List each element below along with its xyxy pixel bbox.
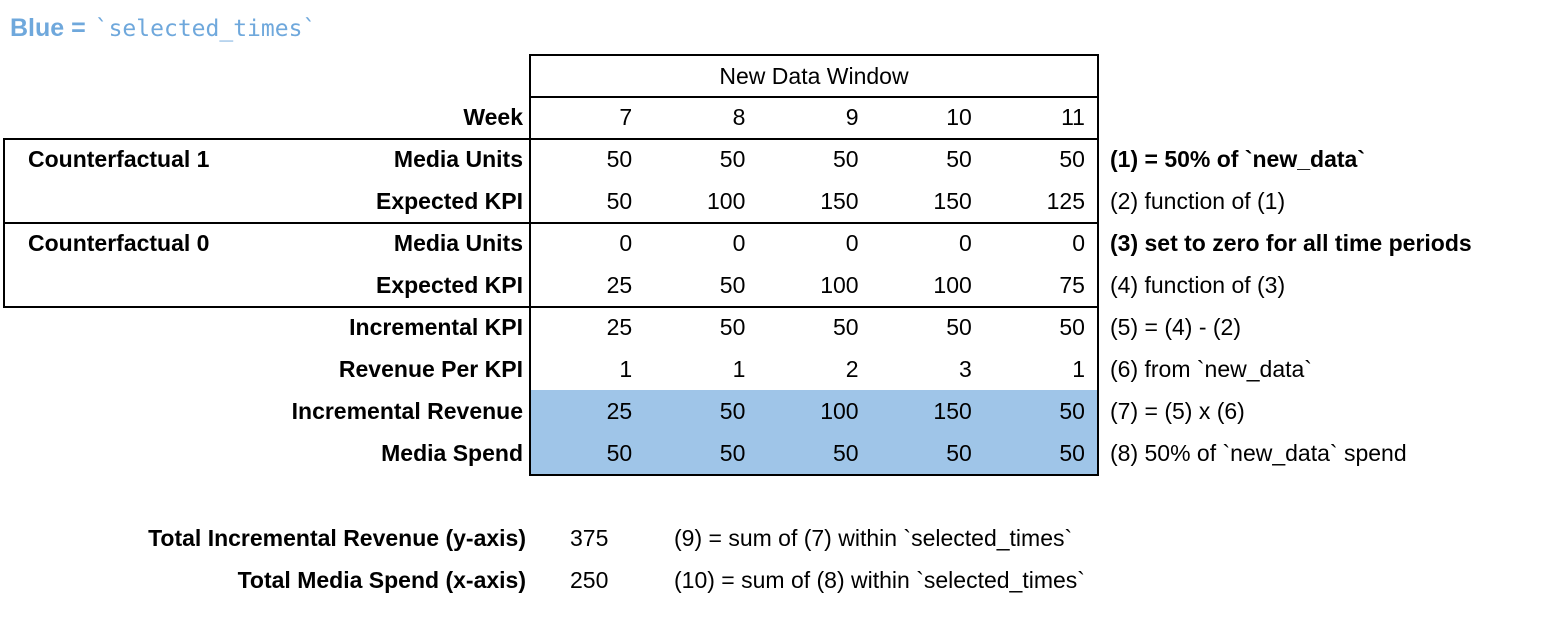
value-cell: 50 <box>1059 440 1085 466</box>
selected-times-highlight <box>531 390 1097 474</box>
table-border-data-right <box>1097 54 1099 476</box>
table-border-header-top <box>529 54 1099 56</box>
value-cell: 50 <box>1059 314 1085 340</box>
value-cell: 0 <box>1072 230 1085 256</box>
value-cell: 150 <box>820 188 859 214</box>
value-cell: 50 <box>946 314 972 340</box>
value-cell: 0 <box>732 230 746 256</box>
value-cell: 150 <box>933 398 972 424</box>
value-cell: 50 <box>719 440 746 466</box>
legend-code-selected-times: `selected_times` <box>94 16 317 42</box>
legend-prefix: Blue = <box>10 14 86 42</box>
value-cell: 50 <box>1059 398 1085 424</box>
value-cell: 150 <box>933 188 972 214</box>
value-cell: 50 <box>833 146 859 172</box>
total-label: Total Media Spend (x-axis) <box>237 567 526 593</box>
table-row: 50 100 150 150 125 <box>531 180 1097 222</box>
value-cell: 50 <box>719 272 746 298</box>
table-row: 25 50 100 100 75 <box>531 264 1097 306</box>
value-cell: 50 <box>719 314 746 340</box>
row-annotation: (3) set to zero for all time periods <box>1110 230 1472 256</box>
value-cell: 50 <box>833 314 859 340</box>
row-annotation: (4) function of (3) <box>1110 272 1286 298</box>
value-cell: 50 <box>833 440 859 466</box>
total-annotation: (10) = sum of (8) within `selected_times… <box>674 567 1085 593</box>
week-cell: 9 <box>845 104 859 130</box>
value-cell: 3 <box>959 356 972 382</box>
table-row: 1 1 2 3 1 <box>531 348 1097 390</box>
total-row: Total Incremental Revenue (y-axis) 375 (9)… <box>0 517 1072 559</box>
value-cell: 1 <box>619 356 633 382</box>
value-cell: 50 <box>1059 146 1085 172</box>
value-cell: 50 <box>946 146 972 172</box>
row-annotation: (1) = 50% of `new_data` <box>1110 146 1365 172</box>
table-header-new-data-window: New Data Window <box>719 63 909 89</box>
row-annotation: (2) function of (1) <box>1110 188 1286 214</box>
value-cell: 0 <box>619 230 633 256</box>
row-label: Incremental Revenue <box>291 398 523 424</box>
value-cell: 50 <box>719 146 746 172</box>
value-cell: 2 <box>845 356 859 382</box>
value-cell: 1 <box>1072 356 1085 382</box>
value-cell: 50 <box>719 398 746 424</box>
value-cell: 0 <box>959 230 972 256</box>
table-row: 50 50 50 50 50 <box>531 138 1097 180</box>
week-row: 7 8 9 10 11 <box>531 96 1097 138</box>
value-cell: 1 <box>732 356 746 382</box>
total-annotation: (9) = sum of (7) within `selected_times` <box>674 525 1073 551</box>
total-value: 250 <box>570 567 609 593</box>
total-row: Total Media Spend (x-axis) 250 (10) = sum … <box>0 559 1085 601</box>
row-label: Expected KPI <box>376 188 523 214</box>
total-label: Total Incremental Revenue (y-axis) <box>148 525 526 551</box>
value-cell: 25 <box>606 398 633 424</box>
value-cell: 75 <box>1059 272 1085 298</box>
table-row: 50 50 50 50 50 <box>531 432 1097 474</box>
total-value: 375 <box>570 525 609 551</box>
value-cell: 100 <box>707 188 746 214</box>
table-row: 0 0 0 0 0 <box>531 222 1097 264</box>
value-cell: 100 <box>820 398 859 424</box>
table-border-bottom <box>529 474 1099 476</box>
value-cell: 100 <box>820 272 859 298</box>
value-cell: 125 <box>1046 188 1085 214</box>
row-label: Revenue Per KPI <box>338 356 523 382</box>
row-annotation: (7) = (5) x (6) <box>1110 398 1245 424</box>
table-border-cf0-bottom <box>3 306 1099 308</box>
legend: Blue = `selected_times` <box>10 14 316 43</box>
table-border-cf0-top <box>3 222 1099 224</box>
table-row: 25 50 50 50 50 <box>531 306 1097 348</box>
value-cell: 100 <box>933 272 972 298</box>
value-cell: 50 <box>606 146 633 172</box>
value-cell: 50 <box>606 440 633 466</box>
table-border-cf1-top <box>3 138 1099 140</box>
value-cell: 25 <box>606 314 633 340</box>
value-cell: 0 <box>845 230 859 256</box>
table-border-data-left <box>529 54 531 476</box>
row-label: Incremental KPI <box>349 314 523 340</box>
group-label: Counterfactual 1 <box>28 146 210 172</box>
value-cell: 50 <box>946 440 972 466</box>
row-annotation: (8) 50% of `new_data` spend <box>1110 440 1407 466</box>
value-cell: 50 <box>606 188 633 214</box>
row-annotation: (6) from `new_data` <box>1110 356 1312 382</box>
table-border-header-bottom <box>529 96 1099 98</box>
row-label: Media Units <box>393 230 523 256</box>
table-row: 25 50 100 150 50 <box>531 390 1097 432</box>
table-border-groups-left <box>3 138 5 308</box>
week-cell: 10 <box>946 104 972 130</box>
row-label: Media Units <box>393 146 523 172</box>
value-cell: 25 <box>606 272 633 298</box>
group-label: Counterfactual 0 <box>28 230 210 256</box>
week-cell: 11 <box>1061 104 1085 130</box>
row-label: Expected KPI <box>376 272 523 298</box>
week-cell: 7 <box>619 104 633 130</box>
week-label: Week <box>463 104 523 130</box>
row-label: Media Spend <box>381 440 523 466</box>
row-annotation: (5) = (4) - (2) <box>1110 314 1241 340</box>
week-cell: 8 <box>732 104 746 130</box>
